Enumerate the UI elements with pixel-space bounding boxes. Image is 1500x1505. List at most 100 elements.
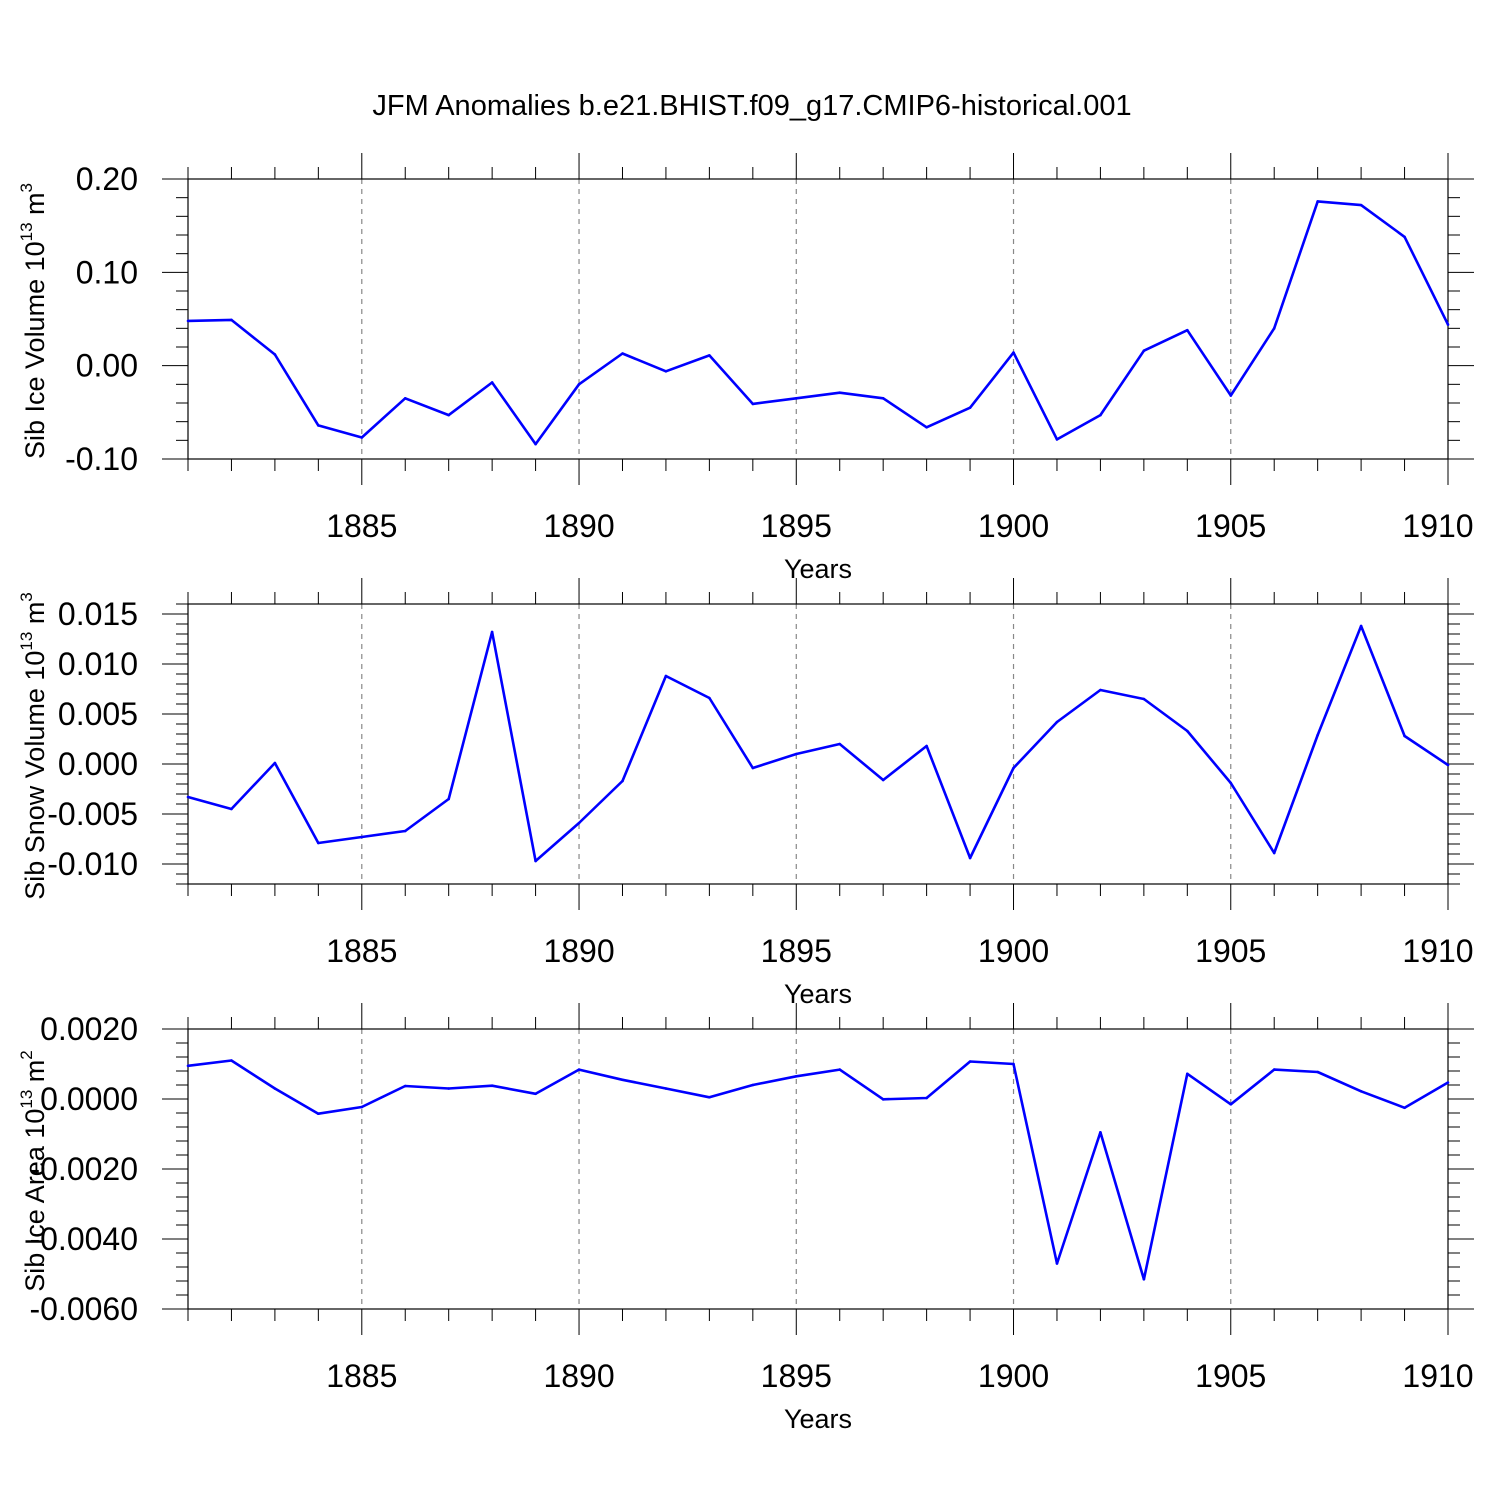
- data-point: [360, 436, 364, 439]
- x-tick-label: 1900: [978, 508, 1049, 544]
- data-point: [708, 354, 711, 357]
- data-point: [664, 1087, 668, 1090]
- data-point: [1316, 733, 1319, 737]
- data-point: [1055, 720, 1059, 724]
- data-point: [1316, 1070, 1319, 1074]
- data-point: [1099, 1130, 1102, 1134]
- data-point: [968, 856, 972, 860]
- data-point: [273, 761, 277, 765]
- y-tick-label: 0.0020: [40, 1011, 138, 1047]
- data-point: [273, 353, 277, 356]
- data-point: [794, 752, 798, 756]
- data-point: [1446, 1081, 1450, 1084]
- data-point: [403, 1084, 407, 1088]
- data-point: [751, 402, 755, 406]
- data-point: [534, 859, 537, 863]
- data-point: [317, 424, 320, 427]
- data-point: [534, 1092, 537, 1096]
- data-point: [621, 779, 624, 783]
- data-point: [794, 1074, 798, 1078]
- data-point: [1229, 394, 1233, 397]
- x-tick-label: 1900: [978, 1358, 1049, 1394]
- y-tick-label: 0.0000: [40, 1081, 138, 1117]
- data-point: [1055, 1262, 1059, 1265]
- y-tick-label: -0.010: [47, 846, 138, 882]
- y-tick-label: -0.0040: [29, 1221, 138, 1257]
- data-point: [1012, 1062, 1015, 1066]
- panel-1: -0.10 0.00 0.10 0.20 1885 1890 1895 1900 1905 191…: [17, 153, 1474, 584]
- data-point: [621, 1078, 624, 1082]
- panel-2: -0.010 -0.005 0.000 0.005 0.010 0.015 1885 1890…: [17, 578, 1474, 1009]
- data-point: [230, 807, 233, 811]
- data-point: [664, 674, 668, 678]
- y-tick-label: -0.0060: [29, 1291, 138, 1327]
- x-tick-label: 1885: [326, 508, 397, 544]
- x-tick-label: 1910: [1402, 1358, 1473, 1394]
- y-axis-label: Sib Ice Volume 1013 m3: [17, 183, 50, 459]
- x-tick-label: 1905: [1195, 508, 1266, 544]
- data-point: [1316, 200, 1319, 203]
- data-point: [447, 1087, 450, 1090]
- data-point: [230, 1059, 233, 1062]
- data-point: [881, 397, 885, 400]
- data-point: [1012, 766, 1015, 770]
- data-point: [881, 778, 885, 782]
- x-tick-label: 1895: [761, 508, 832, 544]
- data-point: [1186, 1072, 1189, 1076]
- data-point: [1403, 734, 1406, 738]
- data-point: [925, 425, 928, 429]
- x-tick-label: 1910: [1402, 933, 1473, 969]
- y-tick-label: 0.005: [58, 696, 138, 732]
- data-point: [1229, 781, 1233, 785]
- data-point: [1142, 697, 1146, 701]
- data-point: [273, 1087, 277, 1090]
- data-point: [1359, 1090, 1363, 1093]
- x-tick-label: 1890: [543, 508, 614, 544]
- data-point: [403, 397, 407, 400]
- data-point: [447, 413, 450, 417]
- series-line: [187, 200, 1450, 446]
- data-point: [317, 1112, 320, 1115]
- data-point: [1229, 1102, 1233, 1106]
- data-point: [360, 835, 364, 839]
- data-point: [360, 1105, 364, 1109]
- data-point: [881, 1098, 885, 1101]
- data-point: [838, 1068, 842, 1071]
- data-point: [1099, 688, 1102, 692]
- y-tick-label: 0.20: [76, 161, 138, 197]
- data-point: [230, 318, 233, 322]
- x-tick-label: 1905: [1195, 933, 1266, 969]
- x-tick-label: 1895: [761, 1358, 832, 1394]
- data-point: [1055, 438, 1059, 441]
- data-point: [751, 1083, 755, 1087]
- data-point: [968, 406, 972, 409]
- data-point: [664, 369, 668, 373]
- data-point: [1359, 624, 1363, 628]
- y-tick-label: -0.005: [47, 796, 138, 832]
- y-tick-label: 0.015: [58, 596, 138, 632]
- data-point: [490, 1084, 494, 1087]
- data-point: [577, 383, 581, 386]
- data-point: [708, 1095, 711, 1099]
- x-tick-label: 1890: [543, 1358, 614, 1394]
- data-point: [186, 1064, 190, 1068]
- y-axis-label: Sib Snow Volume 1013 m3: [17, 592, 50, 900]
- x-tick-label: 1910: [1402, 508, 1473, 544]
- data-point: [621, 352, 624, 355]
- data-point: [534, 442, 537, 446]
- data-point: [447, 797, 450, 801]
- y-tick-label: 0.10: [76, 254, 138, 290]
- data-point: [490, 381, 494, 384]
- y-axis-label: Sib Ice Area 1013 m2: [17, 1050, 50, 1292]
- data-point: [1012, 351, 1015, 354]
- plot-frame: [187, 178, 1449, 460]
- panel-3: -0.0060 -0.0040 -0.0020 0.0000 0.0020 1885 189…: [17, 1003, 1474, 1434]
- x-tick-label: 1900: [978, 933, 1049, 969]
- series-line: [187, 624, 1449, 863]
- data-point: [490, 630, 494, 634]
- data-point: [1272, 1068, 1276, 1071]
- data-point: [403, 829, 407, 833]
- data-point: [1446, 323, 1450, 326]
- data-point: [1403, 235, 1406, 239]
